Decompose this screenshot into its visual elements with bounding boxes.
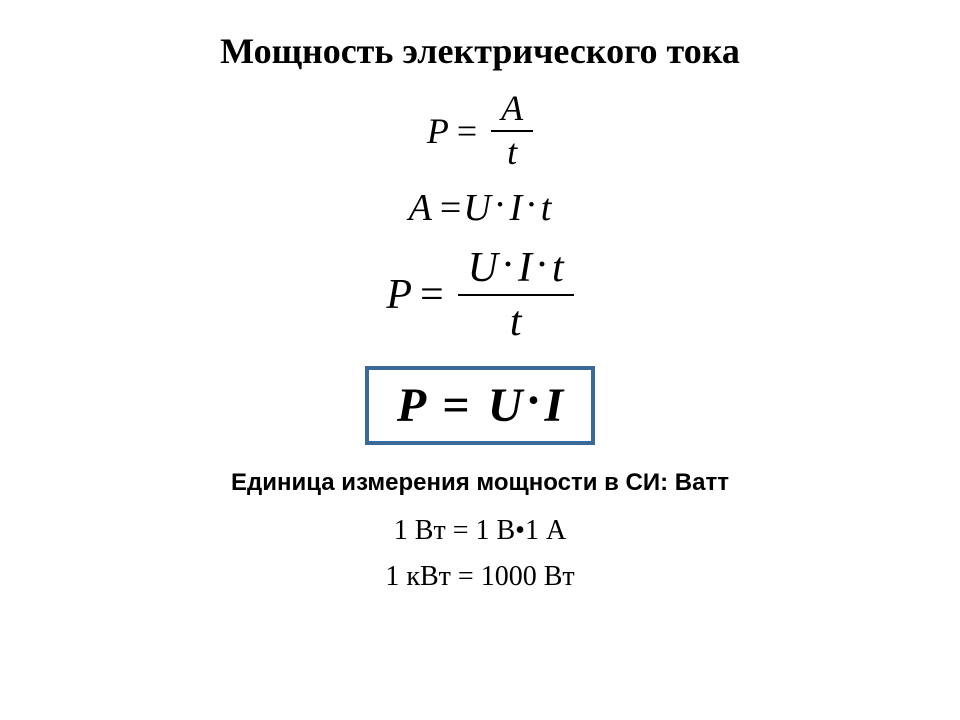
variable-I: I (509, 186, 522, 230)
unit-description: Единица измерения мощности в СИ: Ватт (231, 469, 729, 497)
equals-sign: = (440, 186, 461, 230)
formula-power-definition: P = A t (427, 90, 533, 172)
variable-A: A (409, 186, 432, 230)
variable-U: U (463, 186, 490, 230)
multiply-dot: · (522, 183, 541, 227)
equals-sign: = (442, 379, 469, 432)
fraction-A-over-t: A t (491, 90, 533, 172)
equals-sign: = (457, 110, 477, 152)
page-title: Мощность электрического тока (220, 30, 740, 72)
numerator-A: A (491, 90, 533, 132)
formula-work: A = U · I · t (409, 186, 552, 230)
multiply-dot: · (498, 242, 518, 288)
denominator-t: t (497, 132, 527, 172)
variable-I: I (544, 379, 563, 432)
variable-t: t (552, 245, 564, 291)
variable-I: I (518, 245, 532, 291)
variable-U: U (488, 379, 523, 432)
equals-sign: = (420, 271, 444, 319)
formula-substitution: P = U·I·t t (386, 244, 573, 346)
variable-t: t (541, 186, 552, 230)
multiply-dot: · (491, 183, 510, 227)
fraction-UIt-over-t: U·I·t t (458, 244, 574, 346)
denominator-t: t (500, 296, 532, 346)
multiply-dot: · (522, 374, 544, 427)
multiply-dot: · (532, 242, 552, 288)
conversion-watt: 1 Вт = 1 В•1 А (394, 515, 566, 547)
numerator-UIt: U·I·t (458, 244, 574, 296)
variable-P: P (386, 271, 412, 319)
variable-P: P (397, 379, 425, 432)
variable-P: P (427, 110, 449, 152)
conversion-kilowatt: 1 кВт = 1000 Вт (385, 561, 574, 593)
variable-U: U (468, 245, 498, 291)
formula-result-boxed: P = U·I (365, 366, 595, 445)
